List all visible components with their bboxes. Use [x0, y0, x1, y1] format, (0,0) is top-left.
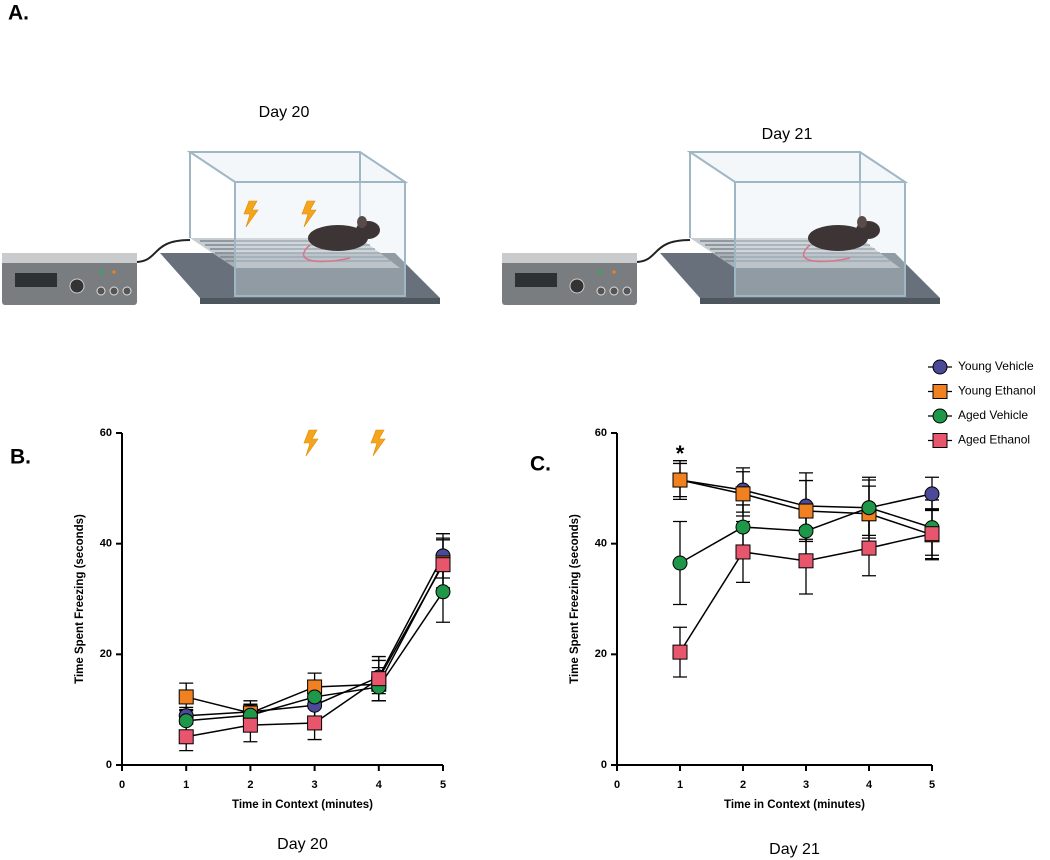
data-point: [798, 523, 814, 539]
x-tick-label: 5: [929, 779, 935, 791]
x-axis-label: Time in Context (minutes): [232, 799, 373, 811]
data-point: [861, 540, 877, 556]
y-axis-label: Time Spent Freezing (seconds): [569, 514, 581, 684]
data-point: [178, 713, 194, 729]
legend-marker: [932, 433, 948, 448]
data-point: [178, 729, 194, 745]
x-tick-label: 1: [677, 779, 683, 791]
data-point: [924, 486, 940, 502]
y-tick-label: 40: [595, 538, 607, 550]
y-tick-label: 40: [100, 538, 112, 550]
data-point: [307, 689, 323, 705]
data-point: [924, 526, 940, 542]
apparatus-illustration: [501, 151, 941, 306]
annotation: *: [676, 441, 685, 466]
y-tick-label: 20: [100, 648, 112, 660]
y-tick-label: 60: [100, 427, 112, 439]
x-tick-label: 2: [740, 779, 746, 791]
legend-label: Aged Ethanol: [958, 433, 1030, 447]
panel-label: B.: [10, 446, 31, 469]
x-tick-label: 0: [119, 779, 125, 791]
data-point: [735, 519, 751, 535]
x-tick-label: 2: [247, 779, 253, 791]
data-point: [178, 689, 194, 705]
data-point: [672, 472, 688, 488]
x-axis-label: Time in Context (minutes): [724, 799, 865, 811]
y-tick-label: 60: [595, 427, 607, 439]
y-tick-label: 20: [595, 648, 607, 660]
data-point: [371, 671, 387, 687]
panel-label: A.: [8, 2, 29, 25]
scene-title: Day 21: [762, 126, 813, 143]
apparatus-illustration: [1, 151, 441, 306]
x-tick-label: 3: [312, 779, 318, 791]
data-point: [861, 500, 877, 516]
legend-marker: [932, 359, 948, 375]
data-point: [435, 584, 451, 600]
data-point: [435, 557, 451, 573]
data-point: [672, 555, 688, 571]
x-tick-label: 5: [440, 779, 446, 791]
x-tick-label: 4: [866, 779, 873, 791]
panel-label: C.: [530, 453, 551, 476]
legend-marker: [932, 384, 948, 399]
y-axis-label: Time Spent Freezing (seconds): [74, 514, 86, 684]
data-point: [672, 644, 688, 660]
chart-caption: Day 21: [769, 841, 820, 858]
y-tick-label: 0: [601, 759, 607, 771]
data-point: [798, 503, 814, 519]
data-point: [798, 553, 814, 569]
legend-marker: [932, 408, 948, 424]
x-tick-label: 0: [614, 779, 620, 791]
legend-label: Aged Vehicle: [958, 408, 1028, 422]
shock-icon: [370, 429, 386, 457]
data-point: [735, 486, 751, 502]
y-tick-label: 0: [106, 759, 112, 771]
x-tick-label: 3: [803, 779, 809, 791]
legend-label: Young Vehicle: [958, 359, 1034, 373]
chart-caption: Day 20: [277, 836, 328, 853]
x-tick-label: 4: [376, 779, 383, 791]
legend-label: Young Ethanol: [958, 384, 1036, 398]
scene-title: Day 20: [259, 104, 310, 121]
data-point: [242, 717, 258, 733]
x-tick-label: 1: [183, 779, 189, 791]
shock-icon: [303, 429, 319, 457]
data-point: [735, 544, 751, 560]
data-point: [307, 715, 323, 731]
